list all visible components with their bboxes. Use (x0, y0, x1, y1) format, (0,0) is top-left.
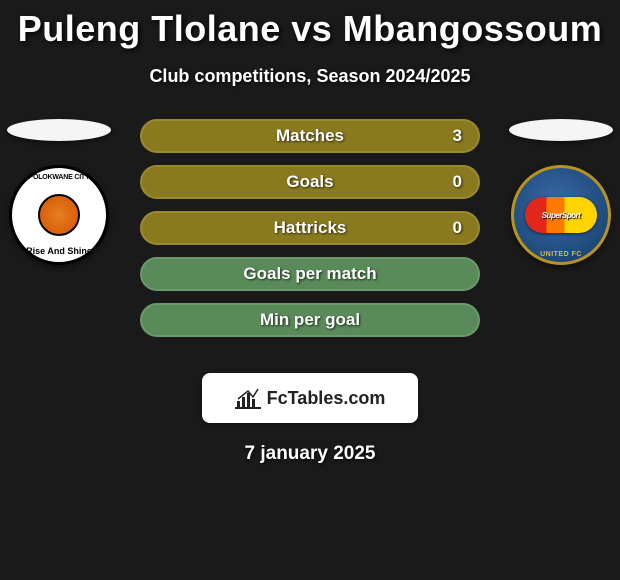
player-right-photo (509, 119, 613, 141)
stat-bar: Matches 3 (140, 119, 480, 153)
stat-value-right: 3 (453, 126, 462, 146)
player-left: POLOKWANE CITY Rise And Shine (4, 119, 114, 265)
club-badge-right-emblem: SuperSport (525, 197, 597, 233)
club-badge-right-name: SuperSport (542, 211, 581, 220)
stat-label: Matches (276, 126, 344, 146)
stat-value-right: 0 (453, 172, 462, 192)
club-badge-left-inner: POLOKWANE CITY Rise And Shine (12, 168, 106, 262)
club-badge-left-motto: Rise And Shine (26, 246, 92, 256)
club-badge-right: SuperSport UNITED FC (511, 165, 611, 265)
subtitle: Club competitions, Season 2024/2025 (0, 66, 620, 87)
chart-icon (235, 387, 261, 409)
club-badge-right-ring: UNITED FC (540, 251, 582, 258)
stat-bar: Goals 0 (140, 165, 480, 199)
stat-label: Hattricks (274, 218, 347, 238)
stat-value-right: 0 (453, 218, 462, 238)
stat-bar: Min per goal (140, 303, 480, 337)
date: 7 january 2025 (0, 443, 620, 465)
club-badge-left: POLOKWANE CITY Rise And Shine (9, 165, 109, 265)
brand-text: FcTables.com (267, 388, 386, 409)
club-badge-left-name: POLOKWANE CITY (29, 174, 90, 181)
stat-label: Min per goal (260, 310, 360, 330)
stat-bar: Hattricks 0 (140, 211, 480, 245)
stat-label: Goals per match (243, 264, 376, 284)
comparison-area: POLOKWANE CITY Rise And Shine SuperSport… (0, 119, 620, 349)
player-right: SuperSport UNITED FC (506, 119, 616, 265)
page-title: Puleng Tlolane vs Mbangossoum (0, 0, 620, 50)
stat-bar: Goals per match (140, 257, 480, 291)
stat-label: Goals (286, 172, 333, 192)
player-left-photo (7, 119, 111, 141)
stat-bars: Matches 3 Goals 0 Hattricks 0 Goals per match M… (140, 119, 480, 337)
brand-box[interactable]: FcTables.com (202, 373, 418, 423)
club-badge-left-emblem (38, 194, 80, 236)
